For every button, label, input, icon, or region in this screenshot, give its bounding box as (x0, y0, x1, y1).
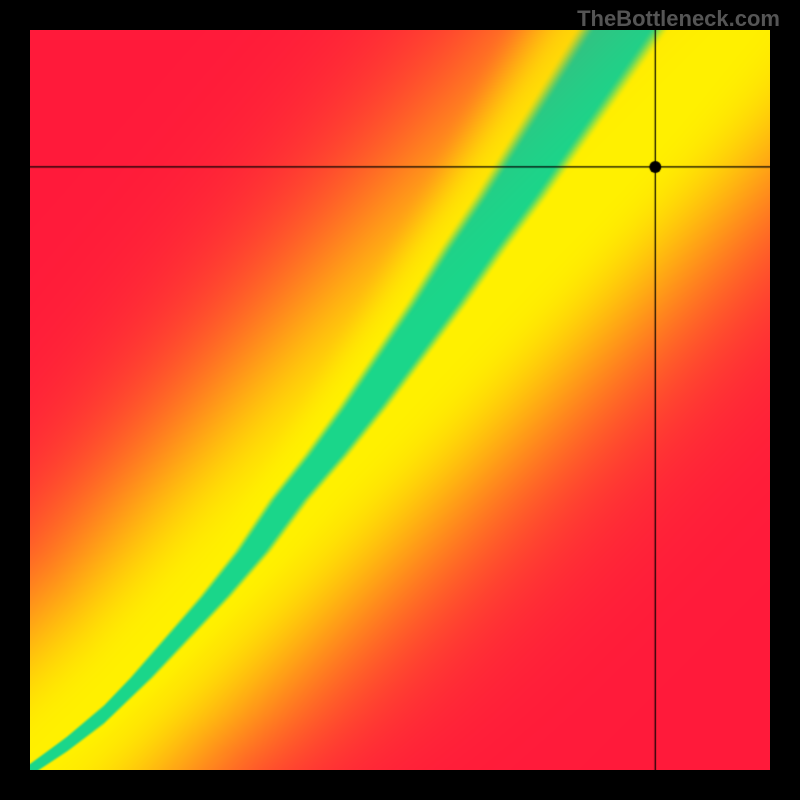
figure-root: TheBottleneck.com (0, 0, 800, 800)
plot-area (30, 30, 770, 770)
bottleneck-heatmap (30, 30, 770, 770)
watermark-text: TheBottleneck.com (577, 6, 780, 32)
